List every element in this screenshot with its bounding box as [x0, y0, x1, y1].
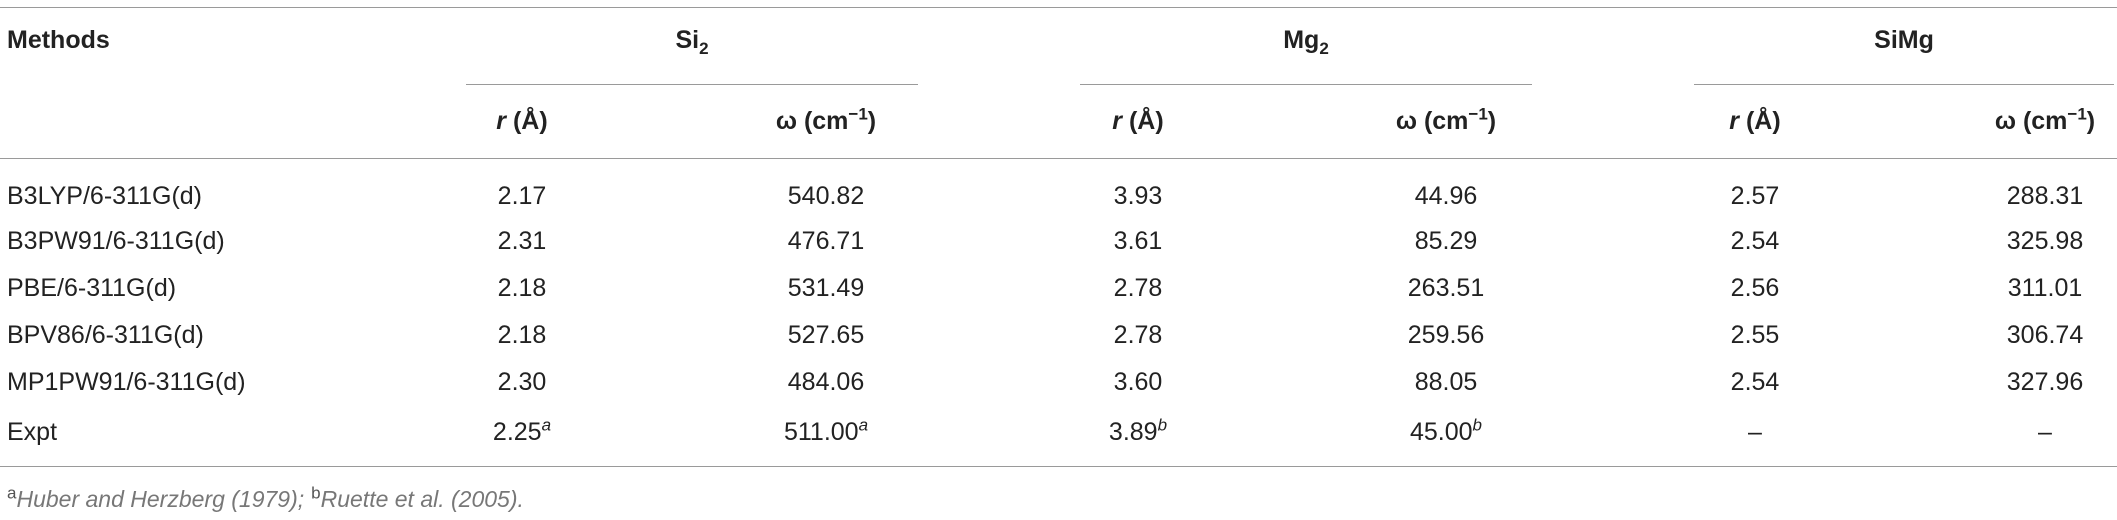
group-header: Si2 [675, 25, 709, 58]
column-unit-close: ) [867, 107, 877, 135]
cell: 2.31 [497, 227, 547, 255]
method-name: PBE/6-311G(d) [7, 274, 177, 302]
column-unit-close: ) [2086, 107, 2096, 135]
cell-note: a [858, 415, 869, 435]
cell: 2.57 [1730, 182, 1780, 210]
column-unit-close: ) [1487, 107, 1497, 135]
column-unit: (Å) [512, 107, 548, 135]
column-unit-exponent: −1 [2067, 104, 2087, 124]
cell: 2.78 [1113, 321, 1163, 349]
column-header: ω (cm−1) [1995, 106, 2095, 136]
footnote-mark: b [311, 483, 321, 503]
cell: 511.00a [784, 417, 868, 447]
cell: 2.78 [1113, 274, 1163, 302]
column-symbol: r [1729, 107, 1740, 135]
column-symbol: ω [1994, 107, 2016, 135]
cell-value: 3.89 [1108, 418, 1158, 446]
cell: 3.93 [1113, 182, 1163, 210]
column-unit: (Å) [1745, 107, 1781, 135]
cell: 88.05 [1414, 368, 1478, 396]
column-unit: (cm [1423, 107, 1469, 135]
cell: 2.55 [1730, 321, 1780, 349]
cell: 306.74 [2006, 321, 2084, 349]
column-header: r (Å) [1112, 106, 1163, 136]
cell: 531.49 [787, 274, 865, 302]
cell-value: 511.00 [783, 418, 859, 446]
cell: 2.54 [1730, 227, 1780, 255]
cell-note: b [1472, 415, 1483, 435]
cell: 45.00b [1410, 417, 1482, 447]
column-header: ω (cm−1) [1396, 106, 1496, 136]
cell: 2.25a [493, 417, 551, 447]
group-rule [1694, 84, 2114, 85]
cell: 325.98 [2006, 227, 2084, 255]
column-unit-exponent: −1 [1468, 104, 1488, 124]
methods-header: Methods [7, 26, 110, 54]
column-symbol: r [496, 107, 507, 135]
method-name: Expt [7, 418, 58, 446]
cell: 3.60 [1113, 368, 1163, 396]
cell-value: 45.00 [1409, 418, 1473, 446]
cell: 3.61 [1113, 227, 1163, 255]
rule-header [0, 158, 2117, 159]
group-name: SiMg [1874, 26, 1934, 54]
column-unit: (cm [803, 107, 849, 135]
rule-top [0, 7, 2117, 8]
group-subscript: 2 [699, 39, 709, 58]
cell: 44.96 [1414, 182, 1478, 210]
cell: 288.31 [2006, 182, 2084, 210]
group-rule [1080, 84, 1532, 85]
cell: 2.30 [497, 368, 547, 396]
method-name: MP1PW91/6-311G(d) [7, 368, 246, 396]
method-name: BPV86/6-311G(d) [7, 321, 204, 349]
group-header: SiMg [1874, 25, 1934, 55]
cell: 484.06 [787, 368, 865, 396]
column-symbol: ω [1395, 107, 1417, 135]
cell: 311.01 [2007, 274, 2083, 302]
column-header: r (Å) [1729, 106, 1780, 136]
footnote-text: Huber and Herzberg (1979) [16, 486, 298, 512]
cell: 327.96 [2006, 368, 2084, 396]
column-symbol: ω [775, 107, 797, 135]
cell: 2.18 [497, 274, 547, 302]
cell: 2.17 [497, 182, 547, 210]
cell: – [1748, 418, 1762, 446]
group-subscript: 2 [1319, 39, 1329, 58]
rule-bottom [0, 466, 2117, 467]
cell: 540.82 [787, 182, 865, 210]
cell: – [2038, 418, 2052, 446]
cell: 527.65 [787, 321, 865, 349]
footnotes: aHuber and Herzberg (1979); bRuette et al… [7, 484, 524, 514]
footnote-mark: a [7, 483, 17, 503]
column-header: r (Å) [496, 106, 547, 136]
column-header: ω (cm−1) [776, 106, 876, 136]
cell: 85.29 [1414, 227, 1478, 255]
cell-note: a [541, 415, 552, 435]
cell-value: 2.25 [492, 418, 542, 446]
footnote-separator: ; [297, 486, 305, 512]
cell: 476.71 [787, 227, 865, 255]
footnote-end: . [517, 486, 524, 512]
cell: 2.54 [1730, 368, 1780, 396]
method-name: B3PW91/6-311G(d) [7, 227, 225, 255]
group-name: Si [675, 26, 700, 54]
cell: 2.18 [497, 321, 547, 349]
column-unit-exponent: −1 [848, 104, 868, 124]
group-name: Mg [1283, 26, 1320, 54]
group-rule [466, 84, 918, 85]
group-header: Mg2 [1283, 25, 1329, 58]
cell: 263.51 [1407, 274, 1485, 302]
column-unit: (cm [2022, 107, 2068, 135]
method-name: B3LYP/6-311G(d) [7, 182, 203, 210]
column-unit: (Å) [1128, 107, 1164, 135]
footnote-text: Ruette et al. (2005) [320, 486, 518, 512]
column-symbol: r [1112, 107, 1123, 135]
cell: 259.56 [1407, 321, 1485, 349]
cell-note: b [1157, 415, 1168, 435]
cell: 2.56 [1730, 274, 1780, 302]
cell: 3.89b [1109, 417, 1167, 447]
